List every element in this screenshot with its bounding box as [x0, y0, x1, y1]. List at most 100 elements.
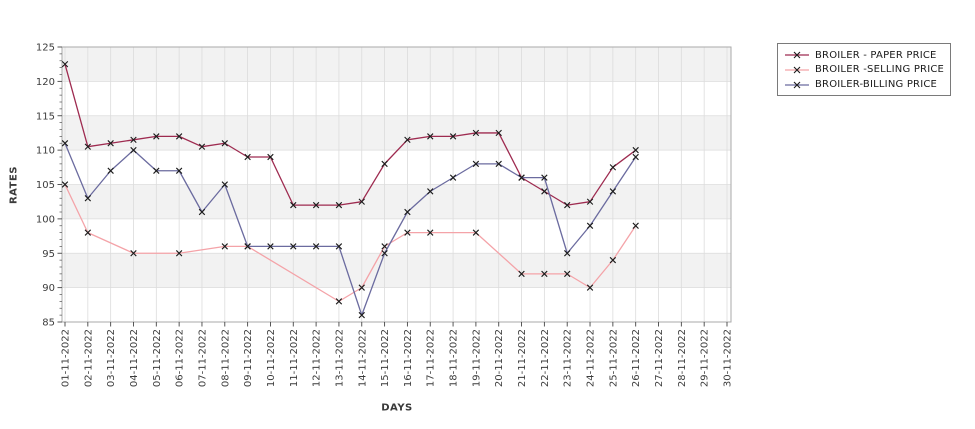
- x-marker: [84, 143, 92, 150]
- x-marker: [358, 284, 365, 291]
- x-marker: [335, 243, 343, 250]
- x-marker: [175, 167, 183, 174]
- x-tick-label: 11-11-2022: [289, 329, 300, 387]
- x-tick-label: 06-11-2022: [175, 329, 186, 387]
- legend-line-marker-icon: [785, 66, 809, 74]
- y-tick-label: 110: [36, 146, 55, 157]
- x-marker: [335, 201, 343, 209]
- legend-line-marker-icon: [785, 81, 809, 89]
- x-marker: [381, 243, 388, 250]
- x-tick-label: 30-11-2022: [723, 329, 734, 387]
- legend-x-marker-icon: [793, 66, 801, 74]
- x-tick-label: 16-11-2022: [403, 329, 414, 387]
- legend-item: BROILER-BILLING PRICE: [784, 78, 945, 92]
- x-axis-title: DAYS: [381, 402, 413, 414]
- x-marker: [244, 153, 251, 161]
- x-marker: [541, 174, 548, 181]
- x-tick-label: 13-11-2022: [334, 329, 345, 387]
- x-marker: [130, 250, 137, 257]
- x-marker: [564, 201, 571, 209]
- x-marker: [358, 198, 365, 205]
- x-tick-label: 29-11-2022: [700, 329, 711, 387]
- x-marker: [404, 136, 411, 144]
- x-marker: [290, 243, 297, 250]
- x-marker: [609, 256, 617, 264]
- legend-label: BROILER - PAPER PRICE: [815, 49, 937, 61]
- x-tick-label: 28-11-2022: [677, 329, 688, 387]
- x-marker: [381, 160, 388, 168]
- legend-item: BROILER - PAPER PRICE: [784, 48, 945, 62]
- x-tick-label: 09-11-2022: [243, 329, 254, 387]
- x-tick-label: 18-11-2022: [449, 329, 460, 387]
- x-marker: [472, 129, 480, 137]
- legend-x-marker-icon: [793, 81, 801, 89]
- x-tick-label: 02-11-2022: [83, 329, 94, 387]
- x-marker: [427, 133, 434, 140]
- x-marker: [404, 229, 411, 236]
- x-tick-label: 12-11-2022: [312, 329, 323, 387]
- x-marker: [427, 188, 434, 195]
- x-marker: [221, 181, 228, 188]
- x-tick-label: 27-11-2022: [654, 329, 665, 387]
- x-marker: [153, 133, 160, 140]
- x-marker: [541, 270, 548, 278]
- x-marker: [564, 250, 571, 257]
- x-marker: [335, 298, 343, 305]
- x-tick-label: 22-11-2022: [540, 329, 551, 387]
- x-marker: [632, 146, 639, 154]
- x-marker: [495, 129, 502, 137]
- x-tick-label: 03-11-2022: [106, 329, 117, 387]
- x-tick-label: 20-11-2022: [494, 329, 505, 387]
- x-marker: [267, 153, 274, 161]
- x-marker: [609, 164, 617, 171]
- y-tick-label: 115: [36, 111, 55, 122]
- x-marker: [107, 140, 114, 147]
- y-tick-label: 95: [42, 249, 55, 260]
- x-marker: [290, 201, 297, 209]
- x-marker: [312, 243, 320, 250]
- x-tick-label: 04-11-2022: [129, 329, 140, 387]
- y-tick-label: 120: [36, 77, 55, 88]
- x-tick-label: 21-11-2022: [517, 329, 528, 387]
- x-marker: [358, 311, 365, 319]
- y-tick-label: 100: [36, 214, 55, 225]
- legend-line-marker-icon: [785, 51, 809, 59]
- x-marker: [61, 60, 69, 68]
- x-marker: [472, 160, 480, 168]
- x-marker: [632, 222, 639, 229]
- legend: BROILER - PAPER PRICE BROILER -SELLING P…: [777, 43, 951, 96]
- x-marker: [61, 181, 69, 188]
- x-marker: [312, 201, 320, 209]
- x-tick-label: 17-11-2022: [426, 329, 437, 387]
- x-tick-label: 14-11-2022: [357, 329, 368, 387]
- x-tick-label: 08-11-2022: [220, 329, 231, 387]
- x-marker: [198, 143, 206, 150]
- x-marker: [84, 195, 92, 202]
- legend-x-marker-icon: [793, 51, 801, 59]
- shade-band: [62, 253, 731, 288]
- x-marker: [198, 208, 206, 216]
- x-tick-label: 07-11-2022: [197, 329, 208, 387]
- x-marker: [175, 250, 183, 257]
- x-marker: [586, 284, 594, 291]
- x-marker: [609, 188, 617, 195]
- x-tick-label: 01-11-2022: [61, 329, 72, 387]
- x-marker: [175, 133, 183, 140]
- x-marker: [267, 243, 274, 250]
- x-marker: [495, 160, 502, 168]
- x-marker: [244, 243, 251, 250]
- x-marker: [518, 270, 525, 278]
- legend-label: BROILER-BILLING PRICE: [815, 79, 938, 91]
- x-marker: [632, 153, 639, 161]
- x-marker: [564, 270, 571, 278]
- x-marker: [153, 167, 160, 174]
- x-marker: [381, 250, 388, 257]
- x-marker: [427, 229, 434, 236]
- series-line: [64, 184, 637, 303]
- x-marker: [472, 229, 480, 236]
- shade-band: [62, 47, 731, 82]
- shade-band: [62, 115, 731, 151]
- x-marker: [404, 208, 411, 216]
- x-marker: [221, 243, 228, 250]
